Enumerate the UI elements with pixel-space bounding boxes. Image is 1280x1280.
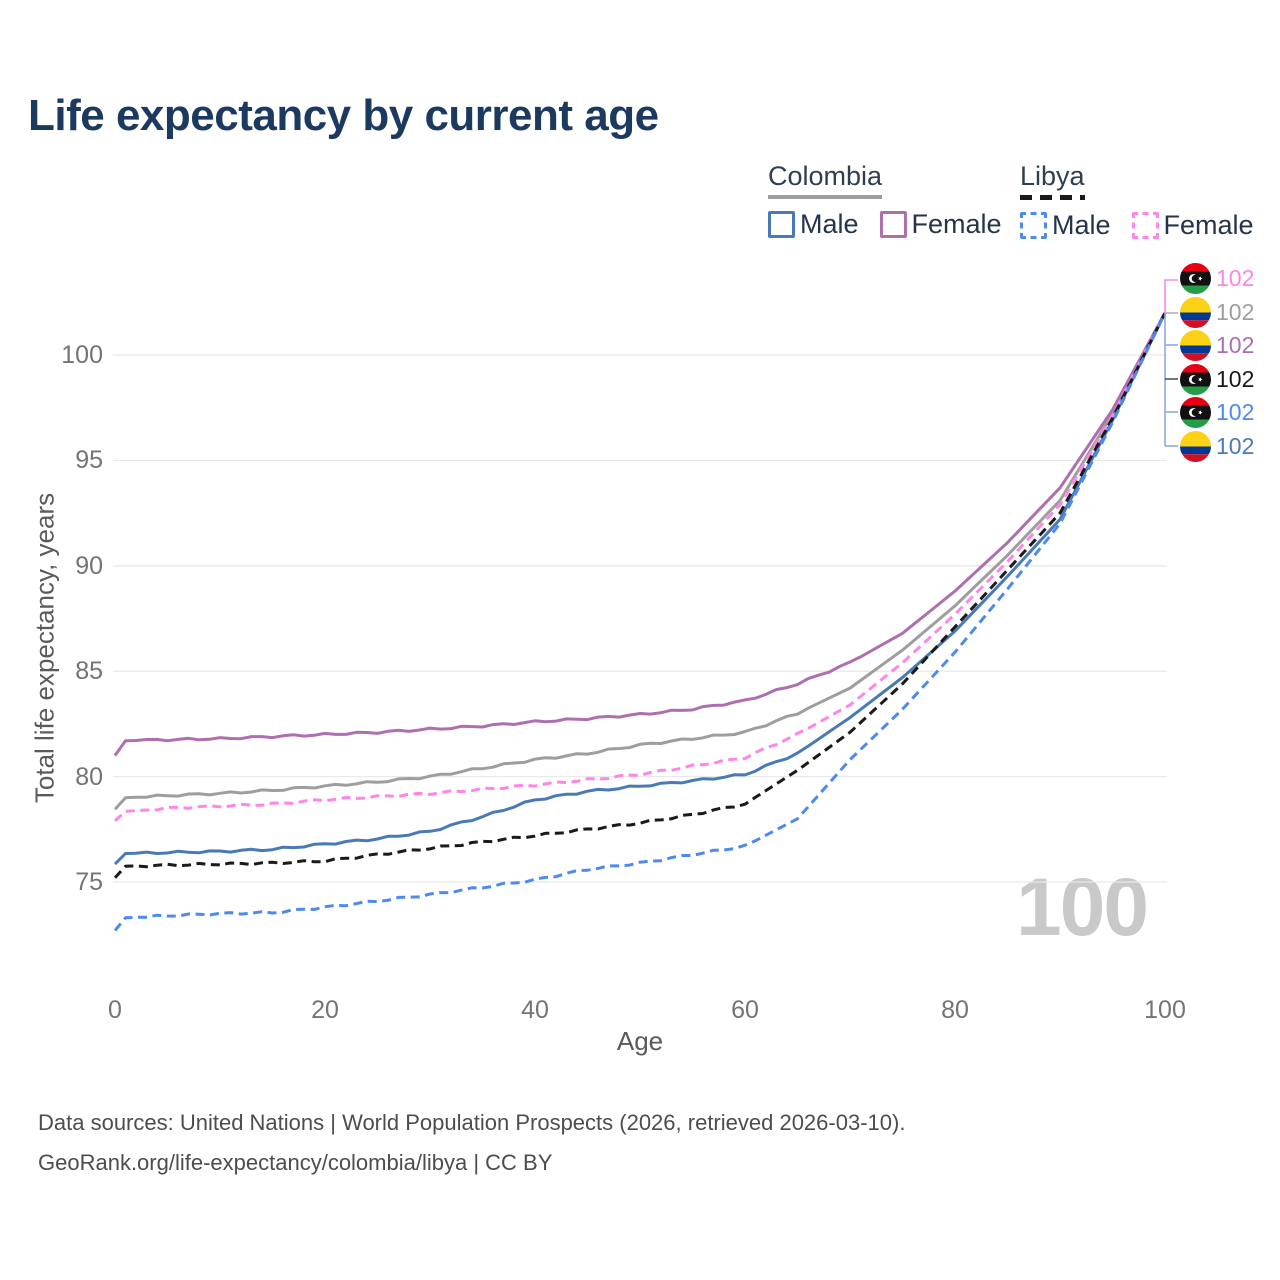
legend-item-libya-female[interactable]: Female	[1131, 210, 1254, 241]
page-title: Life expectancy by current age	[28, 91, 659, 140]
line-libya-both-sexes[interactable]	[113, 312, 1167, 879]
legend-item-colombia-female[interactable]: Female	[879, 209, 1002, 240]
legend-group-libya: Libya Male Female	[1020, 161, 1254, 241]
end-value-label: 102	[1216, 331, 1255, 358]
line-colombia-female[interactable]	[113, 312, 1167, 757]
end-value-label: 102	[1216, 298, 1255, 325]
legend-items-colombia: Male Female	[768, 209, 1002, 240]
end-label-libya-both-sexes[interactable]: 102	[1180, 363, 1255, 395]
y-tick-label-80: 80	[75, 762, 103, 791]
legend-country-libya[interactable]: Libya	[1020, 161, 1085, 200]
y-tick-label-90: 90	[75, 551, 103, 580]
libya-flag-icon	[1180, 363, 1211, 395]
libya-dashed-line-swatch	[1020, 195, 1085, 200]
leader-lines	[1164, 279, 1178, 447]
libya-flag-icon	[1180, 396, 1211, 428]
y-axis-title: Total life expectancy, years	[29, 492, 60, 804]
line-colombia-both-sexes[interactable]	[113, 312, 1167, 811]
y-tick-label-100: 100	[61, 341, 103, 369]
line-libya-male[interactable]	[113, 312, 1167, 932]
colombia-flag-icon	[1180, 329, 1211, 361]
legend-country-libya-label: Libya	[1020, 161, 1085, 191]
colombia-male-swatch	[768, 211, 795, 238]
x-tick-label-80: 80	[941, 996, 969, 1024]
legend-item-colombia-female-label: Female	[911, 209, 1002, 239]
colombia-female-swatch	[879, 211, 907, 238]
colombia-flag-icon	[1180, 296, 1211, 328]
colombia-flag-icon	[1180, 430, 1211, 462]
legend-country-colombia-label: Colombia	[768, 161, 883, 191]
legend-item-colombia-male-label: Male	[800, 209, 859, 239]
end-value-label: 102	[1216, 365, 1255, 392]
end-label-libya-female[interactable]: 102	[1180, 262, 1255, 294]
y-tick-label-85: 85	[75, 657, 103, 686]
x-tick-label-40: 40	[521, 996, 549, 1024]
age-counter-watermark: 100	[1016, 862, 1149, 953]
legend-item-colombia-male[interactable]: Male	[768, 209, 859, 240]
libya-flag-icon	[1180, 262, 1211, 294]
end-label-colombia-female[interactable]: 102	[1180, 329, 1255, 361]
x-axis-title: Age	[616, 1026, 664, 1056]
legend-item-libya-male[interactable]: Male	[1020, 210, 1111, 241]
legend-country-colombia[interactable]: Colombia	[768, 161, 883, 199]
end-value-label: 102	[1216, 264, 1255, 291]
x-tick-label-0: 0	[108, 996, 122, 1024]
legend-item-libya-female-label: Female	[1163, 210, 1254, 240]
x-tick-label-20: 20	[311, 996, 339, 1024]
end-label-libya-male[interactable]: 102	[1180, 396, 1255, 428]
legend-items-libya: Male Female	[1020, 210, 1254, 241]
y-tick-label-95: 95	[75, 446, 103, 475]
end-value-label: 102	[1216, 398, 1255, 425]
legend-group-colombia: Colombia Male Female	[768, 161, 1002, 240]
footer: Data sources: United Nations | World Pop…	[38, 1103, 905, 1183]
libya-male-swatch	[1020, 212, 1047, 239]
y-tick-label-75: 75	[75, 868, 103, 896]
libya-female-swatch	[1131, 212, 1159, 239]
leader-line	[1164, 279, 1178, 313]
legend-item-libya-male-label: Male	[1052, 210, 1111, 240]
x-tick-label-100: 100	[1144, 996, 1186, 1024]
attribution-line: GeoRank.org/life-expectancy/colombia/lib…	[38, 1150, 553, 1175]
colombia-solid-line-swatch	[768, 195, 883, 199]
end-label-colombia-male[interactable]: 102	[1180, 430, 1255, 462]
end-label-colombia-both-sexes[interactable]: 102	[1180, 296, 1255, 328]
end-value-label: 102	[1216, 432, 1255, 459]
line-colombia-male[interactable]	[113, 312, 1167, 866]
x-tick-label-60: 60	[731, 996, 759, 1024]
line-libya-female[interactable]	[113, 312, 1167, 823]
data-source-line: Data sources: United Nations | World Pop…	[38, 1110, 906, 1135]
